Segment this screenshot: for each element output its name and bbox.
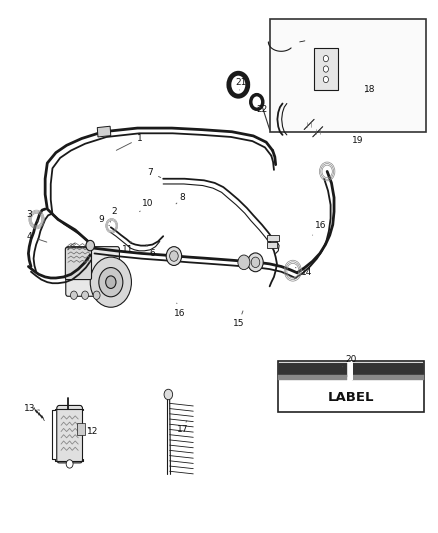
Circle shape xyxy=(251,257,260,268)
Bar xyxy=(270,19,426,132)
Circle shape xyxy=(164,389,173,400)
Text: 21: 21 xyxy=(236,78,247,90)
Circle shape xyxy=(323,76,328,83)
Circle shape xyxy=(166,247,182,265)
Text: 14: 14 xyxy=(295,268,313,277)
Text: 13: 13 xyxy=(24,404,39,413)
Text: 19: 19 xyxy=(351,132,363,144)
Text: 18: 18 xyxy=(364,85,376,94)
Text: 20: 20 xyxy=(343,355,357,367)
Circle shape xyxy=(170,251,178,261)
Text: 7: 7 xyxy=(148,168,161,177)
Text: 16: 16 xyxy=(174,303,185,318)
Text: 4: 4 xyxy=(26,232,47,242)
Bar xyxy=(352,375,424,381)
Text: 2: 2 xyxy=(110,207,117,222)
Circle shape xyxy=(238,255,250,270)
Circle shape xyxy=(99,268,123,297)
Circle shape xyxy=(93,291,100,300)
Circle shape xyxy=(81,291,88,300)
Bar xyxy=(267,235,279,241)
Text: 9: 9 xyxy=(98,215,110,225)
Circle shape xyxy=(229,73,248,96)
Circle shape xyxy=(71,291,78,300)
Bar xyxy=(278,362,347,377)
Bar xyxy=(267,243,276,248)
Circle shape xyxy=(66,460,73,468)
Circle shape xyxy=(248,253,263,272)
Bar xyxy=(97,126,111,137)
Text: 1: 1 xyxy=(117,134,142,150)
Circle shape xyxy=(251,95,263,109)
Text: 16: 16 xyxy=(313,221,327,235)
Text: LABEL: LABEL xyxy=(328,391,374,403)
Bar xyxy=(278,360,424,411)
Text: 10: 10 xyxy=(140,199,154,212)
Text: 15: 15 xyxy=(233,311,244,328)
Circle shape xyxy=(323,66,328,72)
Circle shape xyxy=(106,276,116,288)
Text: 12: 12 xyxy=(87,426,98,435)
Text: 11: 11 xyxy=(122,241,134,254)
Text: 6: 6 xyxy=(146,245,155,258)
Text: 22: 22 xyxy=(256,106,268,114)
FancyBboxPatch shape xyxy=(57,406,82,463)
FancyBboxPatch shape xyxy=(65,248,92,280)
Text: 17: 17 xyxy=(177,421,188,434)
Text: 3: 3 xyxy=(26,210,39,222)
Bar xyxy=(352,362,424,377)
Circle shape xyxy=(90,257,131,307)
Circle shape xyxy=(86,240,95,251)
Circle shape xyxy=(323,55,328,62)
FancyBboxPatch shape xyxy=(66,247,120,296)
Bar xyxy=(314,48,338,90)
Bar xyxy=(78,423,85,435)
Text: 8: 8 xyxy=(176,193,185,204)
Bar xyxy=(278,375,347,381)
Bar xyxy=(348,360,353,381)
